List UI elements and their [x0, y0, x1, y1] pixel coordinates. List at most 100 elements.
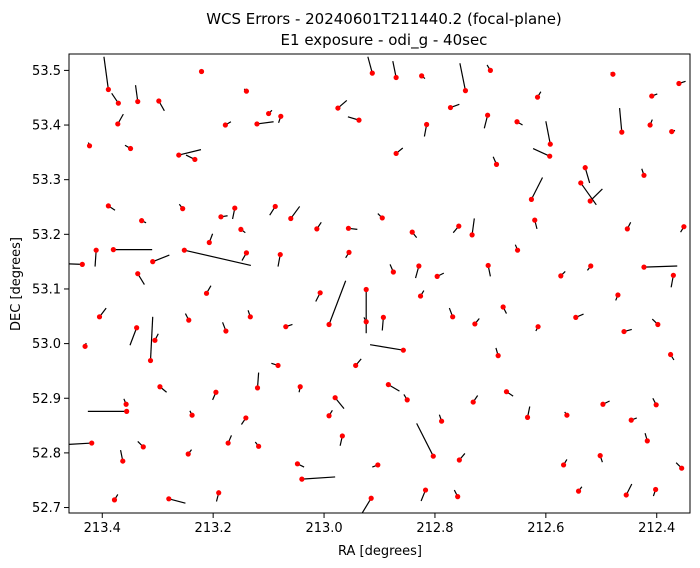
source-marker [332, 395, 338, 401]
source-marker [450, 314, 456, 320]
source-marker [139, 218, 145, 224]
source-marker [238, 226, 244, 233]
error-vector [103, 56, 109, 90]
source-marker [105, 86, 111, 93]
source-marker [363, 319, 369, 325]
source-marker [79, 261, 85, 267]
error-vector [328, 280, 347, 325]
x-axis: 213.4 213.2 213.0 212.8 212.6 212.4 [84, 513, 675, 536]
source-marker [558, 273, 564, 279]
source-marker [314, 226, 320, 232]
source-marker [455, 494, 461, 500]
plot-frame [68, 53, 691, 514]
error-vector [134, 85, 139, 102]
source-marker [514, 247, 521, 253]
source-marker [390, 269, 396, 275]
source-marker [681, 224, 687, 230]
source-marker [243, 88, 250, 94]
source-marker [335, 105, 341, 111]
source-marker [86, 143, 93, 149]
source-marker [299, 476, 305, 482]
source-marker [619, 129, 625, 135]
source-marker [575, 488, 582, 494]
source-marker [404, 397, 410, 403]
source-marker [485, 262, 491, 269]
source-marker [447, 104, 454, 111]
error-vector [589, 188, 603, 202]
source-marker [493, 161, 500, 167]
y-tick-label: 52.7 [32, 501, 61, 516]
error-vector [471, 218, 475, 235]
source-marker [185, 451, 191, 457]
y-tick-label: 53.2 [32, 228, 61, 243]
source-marker [393, 74, 399, 81]
source-marker [353, 362, 359, 369]
source-marker [369, 70, 375, 76]
source-marker [495, 353, 501, 359]
source-marker [243, 250, 250, 256]
source-marker [140, 444, 146, 450]
error-vector [392, 60, 397, 78]
source-marker [528, 196, 535, 202]
y-axis-label: DEC [degrees] [9, 237, 24, 331]
source-marker [430, 453, 436, 459]
source-marker [222, 122, 228, 128]
source-marker [150, 259, 156, 265]
error-vector [184, 249, 251, 267]
source-marker [667, 351, 674, 358]
source-marker [278, 113, 284, 119]
source-marker [676, 80, 682, 87]
source-marker [225, 440, 231, 446]
source-marker [588, 263, 594, 269]
source-marker [456, 223, 462, 229]
source-marker [266, 110, 272, 117]
source-marker [419, 73, 425, 79]
source-marker [115, 121, 121, 127]
source-marker [434, 273, 440, 279]
source-marker [134, 325, 140, 331]
x-tick-label: 212.4 [638, 521, 675, 536]
error-vector [530, 177, 544, 200]
source-marker [380, 314, 386, 320]
error-vector [168, 498, 186, 504]
source-marker [615, 292, 621, 298]
source-marker [288, 215, 294, 222]
error-vector [129, 327, 138, 346]
source-marker [470, 399, 476, 405]
error-vector [152, 254, 170, 263]
source-marker [597, 453, 603, 459]
source-marker [587, 198, 593, 204]
source-marker [232, 205, 238, 211]
error-vector [584, 167, 591, 184]
source-marker [578, 180, 584, 186]
y-tick-label: 53.4 [32, 119, 61, 134]
source-marker [649, 93, 655, 99]
source-marker [124, 408, 130, 414]
source-marker [105, 203, 111, 209]
x-tick-label: 213.4 [84, 521, 121, 536]
source-marker [186, 317, 192, 323]
source-marker [152, 337, 158, 343]
source-marker [317, 290, 323, 296]
source-marker [283, 324, 289, 330]
source-marker [500, 304, 506, 310]
source-marker [503, 389, 510, 395]
source-marker [213, 389, 219, 395]
chart-title: WCS Errors - 20240601T211440.2 (focal-pl… [206, 10, 562, 28]
source-marker [422, 487, 429, 493]
y-tick-label: 53.5 [32, 64, 61, 79]
source-marker [439, 418, 445, 424]
source-marker [610, 71, 616, 77]
source-marker [641, 264, 647, 270]
y-tick-label: 52.9 [32, 392, 61, 407]
plot-frame-background [69, 54, 690, 513]
error-vector [301, 476, 336, 480]
error-vector [178, 149, 202, 156]
error-vector [149, 316, 154, 361]
x-axis-label: RA [degrees] [338, 544, 422, 559]
source-marker [218, 214, 224, 220]
error-vector [256, 121, 274, 125]
source-marker [192, 156, 198, 163]
source-marker [93, 247, 99, 253]
source-marker [189, 412, 195, 418]
